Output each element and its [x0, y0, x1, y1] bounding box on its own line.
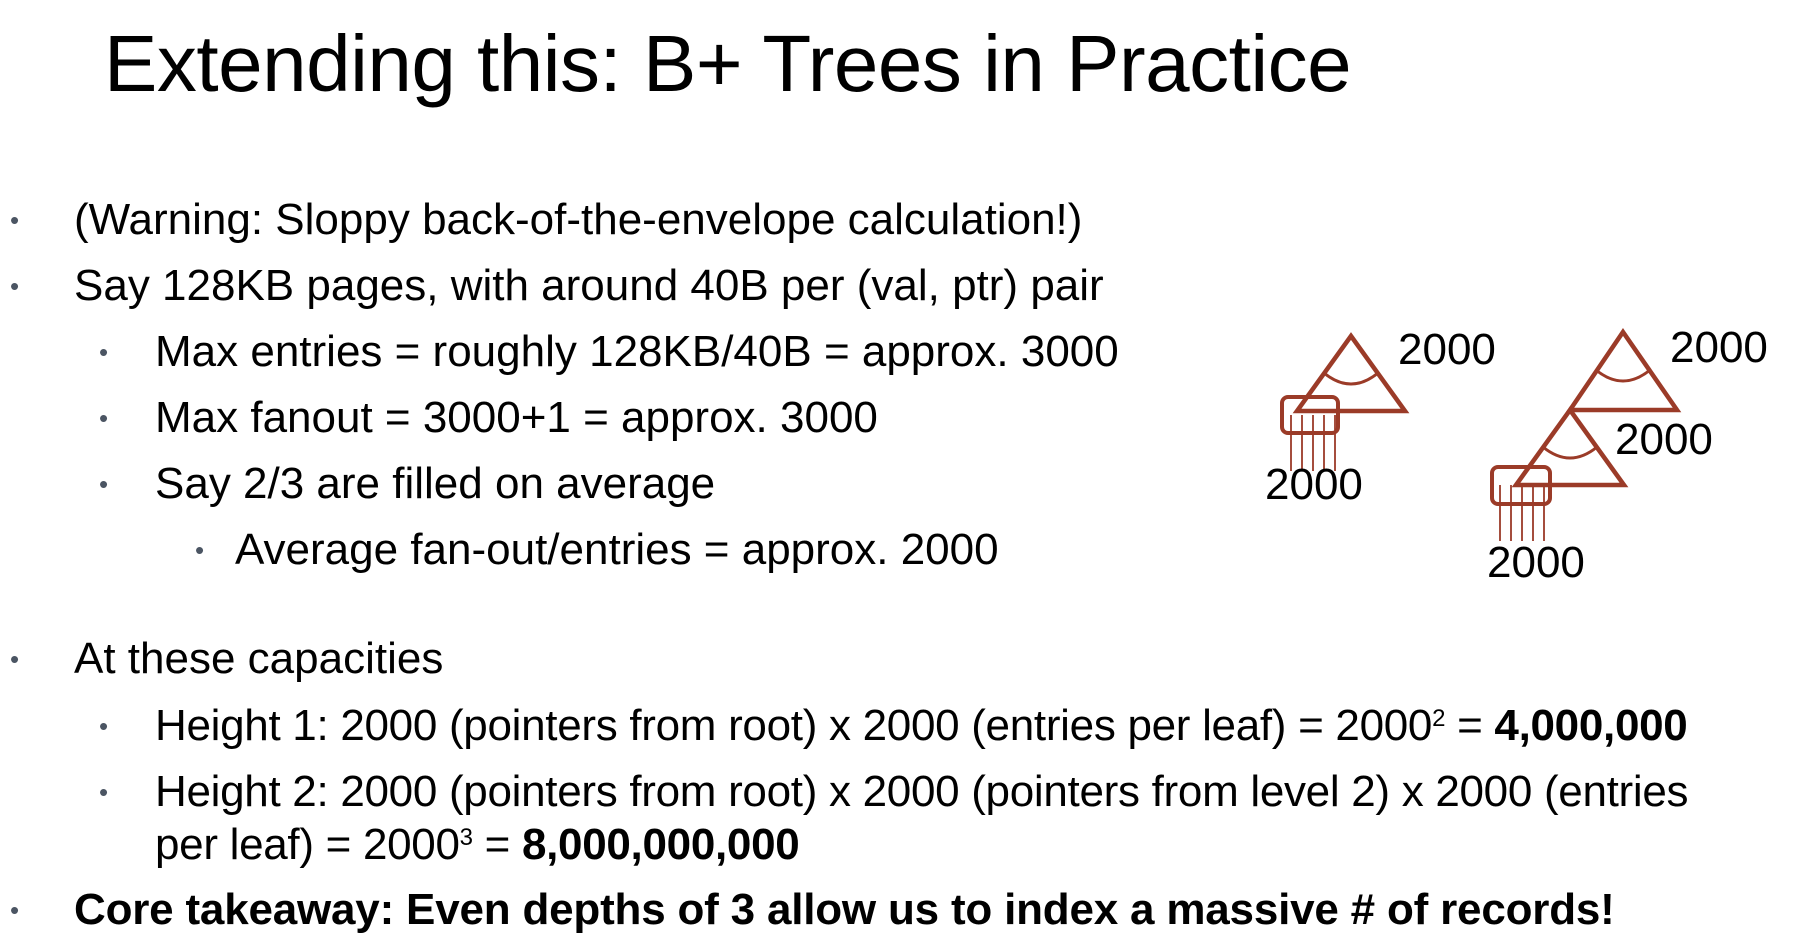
bullet-text: Average fan-out/entries = approx. 2000: [235, 525, 999, 574]
bullet-dot: •: [195, 535, 205, 565]
bullet-text: Max entries = roughly 128KB/40B = approx…: [155, 327, 1119, 376]
tree-two-level2-triangle: [1511, 406, 1629, 488]
bullet-pages: • Say 128KB pages, with around 40B per (…: [10, 261, 1104, 312]
tree-two-root-triangle: [1565, 328, 1682, 413]
tree-one: 2000 2000: [1265, 325, 1496, 509]
tree-two-root-fanout-arc: [1595, 368, 1651, 383]
tree-one-leaf-node: [1280, 395, 1340, 435]
height2-line1: Height 2: 2000 (pointers from root) x 20…: [155, 767, 1689, 816]
bullet-dot: •: [99, 337, 109, 367]
bullet-text: Say 128KB pages, with around 40B per (va…: [74, 261, 1104, 310]
bullet-warning: • (Warning: Sloppy back-of-the-envelope …: [10, 195, 1083, 246]
bullet-text: Core takeaway: Even depths of 3 allow us…: [74, 885, 1615, 934]
bullet-dot: •: [99, 469, 109, 499]
bullet-dot: •: [99, 711, 108, 741]
tree-one-triangle: [1292, 332, 1410, 414]
bullet-dot: •: [10, 644, 20, 674]
height1-exponent: 2: [1432, 705, 1446, 732]
tree-one-fanout-label: 2000: [1398, 325, 1496, 374]
bullet-capacities: • At these capacities: [10, 634, 444, 685]
height2-line2: per leaf) = 2000: [155, 820, 460, 869]
bullet-takeaway: • Core takeaway: Even depths of 3 allow …: [10, 885, 1615, 936]
bullet-max-entries: • Max entries = roughly 128KB/40B = appr…: [99, 327, 1119, 378]
tree-two-leaf-label: 2000: [1487, 538, 1585, 587]
height2-exponent: 3: [459, 824, 473, 851]
bullet-dot: •: [10, 895, 19, 925]
tree-two-leaf-node: [1490, 465, 1552, 506]
height2-result: 8,000,000,000: [521, 820, 800, 869]
slide-title: Extending this: B+ Trees in Practice: [104, 19, 1352, 108]
bullet-dot: •: [10, 205, 20, 235]
height1-text: Height 1: 2000 (pointers from root) x 20…: [155, 701, 1433, 750]
bullet-dot: •: [99, 777, 108, 807]
tree-one-fanout-arc: [1323, 371, 1379, 386]
bullet-text: At these capacities: [74, 634, 444, 683]
bullet-height-2-continued: per leaf) = 20003 = 8,000,000,000: [155, 820, 800, 871]
height1-result: 4,000,000: [1494, 701, 1688, 750]
height1-equals: =: [1445, 701, 1495, 750]
bullet-text: (Warning: Sloppy back-of-the-envelope ca…: [74, 195, 1083, 244]
tree-two-root-fanout-label: 2000: [1670, 323, 1768, 372]
bullet-filled: • Say 2/3 are filled on average: [99, 459, 716, 510]
bullet-dot: •: [10, 271, 20, 301]
bullet-average: • Average fan-out/entries = approx. 2000: [195, 525, 999, 576]
bullet-text: Say 2/3 are filled on average: [155, 459, 716, 508]
tree-two-level2-fanout-label: 2000: [1615, 415, 1713, 464]
tree-two-level2-fanout-arc: [1542, 445, 1598, 460]
bullet-text: Max fanout = 3000+1 = approx. 3000: [155, 393, 878, 442]
bullet-dot: •: [99, 403, 109, 433]
tree-one-leaf-label: 2000: [1265, 460, 1363, 509]
bullet-height-2: • Height 2: 2000 (pointers from root) x …: [99, 767, 1689, 818]
bullet-height-1: • Height 1: 2000 (pointers from root) x …: [99, 701, 1688, 752]
height2-equals: =: [472, 820, 522, 869]
bullet-max-fanout: • Max fanout = 3000+1 = approx. 3000: [99, 393, 878, 444]
tree-two: 2000 2000 2000: [1487, 323, 1768, 587]
